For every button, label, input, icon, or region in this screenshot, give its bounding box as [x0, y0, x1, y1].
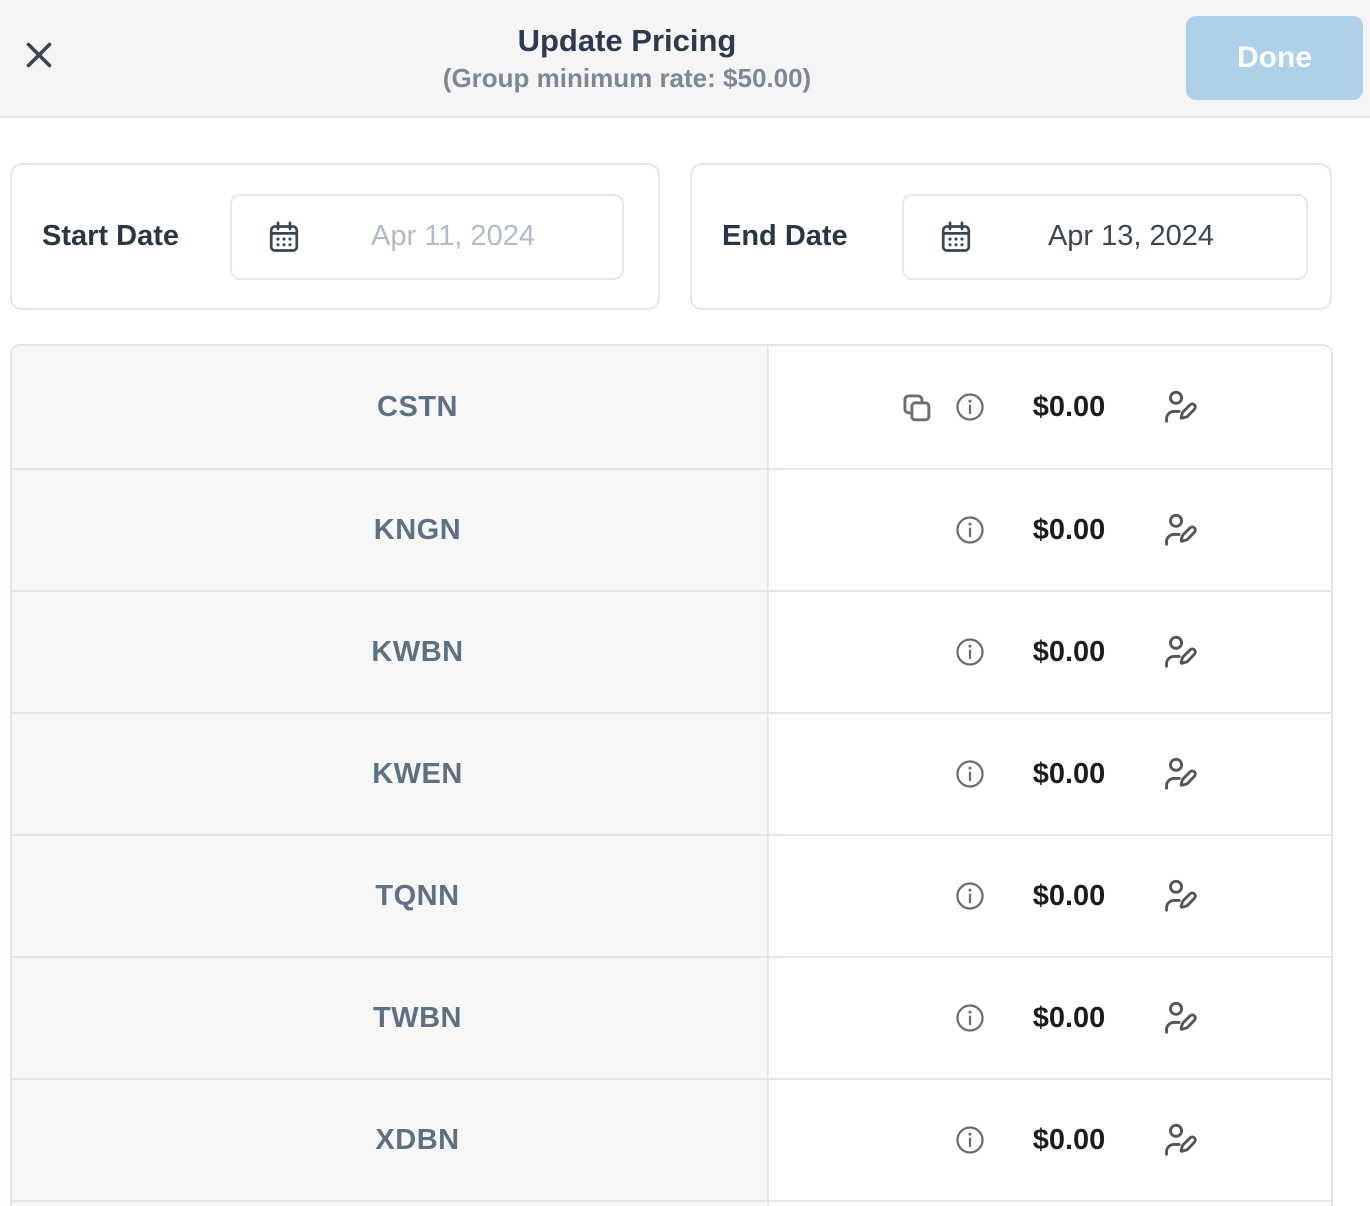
price-value[interactable]: $0.00 — [1032, 635, 1106, 668]
room-code: TWBN — [373, 1001, 462, 1034]
table-row-partial — [12, 1200, 1331, 1206]
info-icon[interactable] — [954, 758, 986, 790]
price-cell: $0.00 — [769, 592, 1331, 712]
info-icon[interactable] — [954, 880, 986, 912]
info-icon[interactable] — [954, 1124, 986, 1156]
calendar-icon — [938, 219, 974, 255]
close-button[interactable] — [10, 26, 68, 84]
price-value[interactable]: $0.00 — [1032, 879, 1106, 912]
start-date-card: Start Date Apr 11, 2024 — [10, 163, 660, 310]
price-value[interactable]: $0.00 — [1032, 1123, 1106, 1156]
room-code-cell — [12, 1202, 769, 1206]
price-cell: $0.00 — [769, 470, 1331, 590]
price-cell: $0.00 — [769, 346, 1331, 468]
table-row: TQNN $0.00 — [12, 834, 1331, 956]
user-edit-icon[interactable] — [1161, 999, 1199, 1037]
room-code: CSTN — [377, 390, 458, 423]
room-code-cell: KWEN — [12, 714, 769, 834]
room-code-cell: XDBN — [12, 1080, 769, 1200]
table-row: KNGN $0.00 — [12, 468, 1331, 590]
info-icon[interactable] — [954, 1002, 986, 1034]
end-date-value: Apr 13, 2024 — [1047, 220, 1215, 252]
price-cell: $0.00 — [769, 958, 1331, 1078]
room-code: TQNN — [375, 879, 460, 912]
table-row: KWBN $0.00 — [12, 590, 1331, 712]
modal-header: Update Pricing (Group minimum rate: $50.… — [0, 0, 1370, 118]
title-block: Update Pricing (Group minimum rate: $50.… — [68, 23, 1186, 94]
room-code-cell: CSTN — [12, 346, 769, 468]
info-icon[interactable] — [954, 514, 986, 546]
price-cell: $0.00 — [769, 836, 1331, 956]
calendar-icon — [266, 219, 302, 255]
modal-title: Update Pricing — [517, 22, 737, 58]
info-icon[interactable] — [954, 391, 986, 423]
user-edit-icon[interactable] — [1161, 1121, 1199, 1159]
user-edit-icon[interactable] — [1161, 511, 1199, 549]
end-date-label: End Date — [722, 220, 848, 252]
price-value[interactable]: $0.00 — [1032, 513, 1106, 546]
table-row: XDBN $0.00 — [12, 1078, 1331, 1200]
user-edit-icon[interactable] — [1161, 877, 1199, 915]
start-date-input[interactable]: Apr 11, 2024 — [230, 193, 624, 280]
user-edit-icon[interactable] — [1161, 633, 1199, 671]
info-icon[interactable] — [954, 636, 986, 668]
user-edit-icon[interactable] — [1161, 388, 1199, 426]
price-value[interactable]: $0.00 — [1032, 1001, 1106, 1034]
room-code: KWEN — [372, 757, 463, 790]
modal-subtitle: (Group minimum rate: $50.00) — [442, 62, 812, 93]
room-code-cell: KNGN — [12, 470, 769, 590]
room-code-cell: KWBN — [12, 592, 769, 712]
pricing-table: CSTN $0.00 — [10, 344, 1333, 1206]
done-button[interactable]: Done — [1186, 16, 1363, 100]
end-date-input[interactable]: Apr 13, 2024 — [902, 193, 1308, 280]
end-date-card: End Date Apr 13, 2024 — [690, 163, 1332, 310]
table-row: TWBN $0.00 — [12, 956, 1331, 1078]
room-code-cell: TQNN — [12, 836, 769, 956]
room-code: KNGN — [373, 513, 462, 546]
room-code: XDBN — [375, 1123, 460, 1156]
copy-icon[interactable] — [898, 389, 935, 426]
start-date-label: Start Date — [42, 220, 179, 252]
table-row: KWEN $0.00 — [12, 712, 1331, 834]
user-edit-icon[interactable] — [1161, 755, 1199, 793]
table-row: CSTN $0.00 — [12, 346, 1331, 468]
price-value[interactable]: $0.00 — [1032, 390, 1106, 423]
start-date-placeholder: Apr 11, 2024 — [371, 220, 535, 252]
price-value[interactable]: $0.00 — [1032, 757, 1106, 790]
price-cell: $0.00 — [769, 714, 1331, 834]
price-cell — [769, 1202, 1331, 1206]
price-cell: $0.00 — [769, 1080, 1331, 1200]
room-code: KWBN — [371, 635, 464, 668]
close-icon — [21, 37, 57, 73]
room-code-cell: TWBN — [12, 958, 769, 1078]
date-filter-row: Start Date Apr 11, 2024 End Date — [10, 163, 1332, 310]
